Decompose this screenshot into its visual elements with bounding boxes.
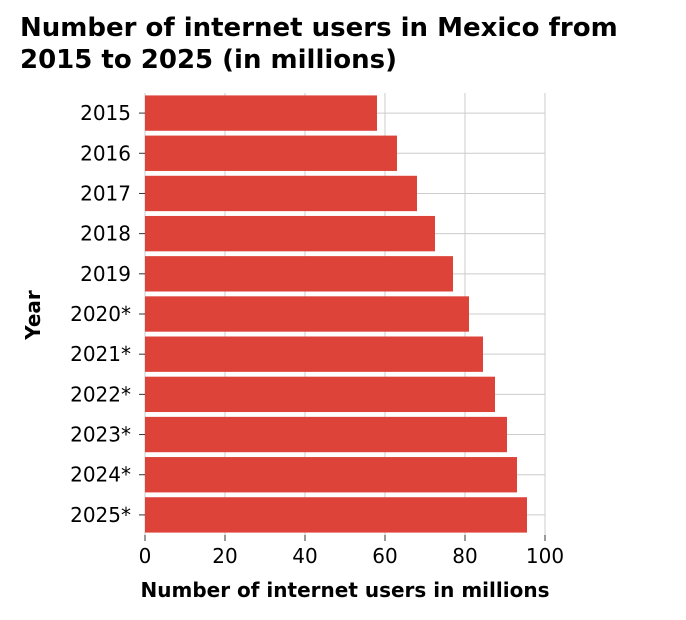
x-tick-label: 20 [212, 544, 237, 568]
bar [145, 457, 517, 493]
bar [145, 175, 417, 212]
y-tick-label: 2020* [70, 302, 131, 326]
bar [145, 296, 469, 332]
x-tick-label: 100 [526, 544, 564, 568]
y-axis-title: Year [21, 290, 45, 341]
y-axis-ticks: 2015 2016 2017 2018 2019 2020* 2021* 2022* 2023*… [70, 101, 145, 527]
y-tick-label: 2021* [70, 342, 131, 366]
y-tick-label: 2019 [80, 262, 131, 286]
bar [145, 336, 483, 372]
y-tick-label: 2024* [70, 463, 131, 487]
x-tick-label: 80 [452, 544, 477, 568]
bar [145, 135, 397, 171]
x-tick-label: 0 [139, 544, 152, 568]
bar [145, 256, 453, 292]
y-tick-label: 2015 [80, 101, 131, 125]
bar [145, 416, 507, 453]
y-tick-label: 2025* [70, 503, 131, 527]
bar [145, 95, 377, 131]
bar [145, 376, 495, 413]
y-tick-label: 2018 [80, 222, 131, 246]
bar [145, 497, 527, 533]
y-tick-label: 2022* [70, 382, 131, 406]
x-axis-title: Number of internet users in millions [141, 578, 550, 602]
chart-title-line-2: 2015 to 2025 (in millions) [20, 45, 397, 75]
x-tick-label: 40 [292, 544, 317, 568]
y-tick-label: 2016 [80, 141, 131, 165]
y-tick-label: 2023* [70, 423, 131, 447]
chart-title-line-1: Number of internet users in Mexico from [20, 13, 618, 43]
x-tick-label: 60 [372, 544, 397, 568]
y-tick-label: 2017 [80, 181, 131, 205]
x-axis-ticks: 0 20 40 60 80 100 [139, 535, 564, 568]
bar [145, 215, 435, 252]
bars [145, 95, 527, 533]
chart-title: Number of internet users in Mexico from … [20, 12, 680, 76]
